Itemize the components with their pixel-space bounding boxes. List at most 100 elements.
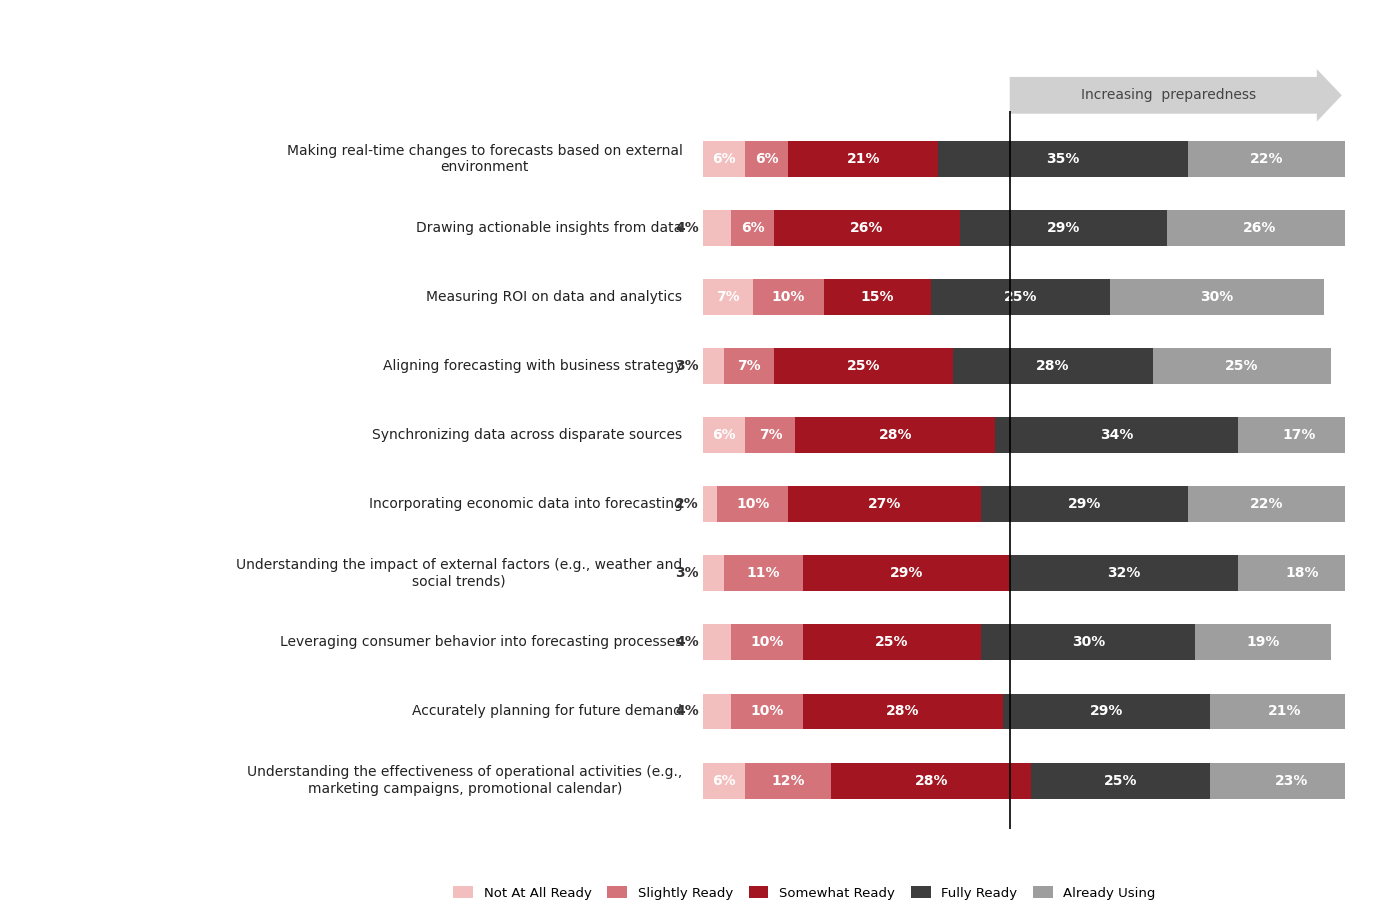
Text: 6%: 6% (741, 221, 764, 235)
Bar (703, 141, 745, 177)
Bar (703, 694, 731, 729)
Bar (745, 763, 831, 799)
Bar (703, 348, 724, 384)
Text: 32%: 32% (1107, 566, 1140, 580)
Bar (731, 210, 774, 246)
Bar (703, 210, 731, 246)
Bar (1239, 417, 1359, 453)
Text: 28%: 28% (879, 428, 913, 442)
Text: 21%: 21% (846, 152, 881, 166)
Text: Aligning forecasting with business strategy: Aligning forecasting with business strat… (383, 359, 682, 373)
Text: 6%: 6% (755, 152, 778, 166)
Text: 3%: 3% (675, 566, 699, 580)
Text: Increasing  preparedness: Increasing preparedness (1080, 88, 1257, 102)
Bar (1010, 555, 1239, 591)
Bar (1003, 694, 1209, 729)
Bar (1239, 555, 1366, 591)
Polygon shape (1010, 69, 1341, 122)
Text: 25%: 25% (1004, 290, 1037, 304)
Bar (745, 417, 796, 453)
Text: 19%: 19% (1247, 635, 1280, 649)
Text: 23%: 23% (1275, 774, 1308, 787)
Text: 11%: 11% (746, 566, 779, 580)
Bar (796, 417, 996, 453)
Text: 4%: 4% (675, 705, 699, 718)
Bar (753, 279, 824, 315)
Text: 7%: 7% (716, 290, 739, 304)
Text: 28%: 28% (914, 774, 947, 787)
Text: 29%: 29% (1068, 497, 1101, 511)
Text: 29%: 29% (1047, 221, 1080, 235)
Bar (703, 417, 745, 453)
Text: 26%: 26% (850, 221, 884, 235)
Bar (788, 486, 981, 522)
Text: 21%: 21% (1268, 705, 1301, 718)
Bar (931, 279, 1110, 315)
Bar (803, 555, 1010, 591)
Legend: Not At All Ready, Slightly Ready, Somewhat Ready, Fully Ready, Already Using: Not At All Ready, Slightly Ready, Somewh… (448, 881, 1161, 905)
Bar (1031, 763, 1209, 799)
Text: 18%: 18% (1286, 566, 1319, 580)
Bar (939, 141, 1189, 177)
Text: 22%: 22% (1250, 152, 1283, 166)
Text: Understanding the impact of external factors (e.g., weather and
social trends): Understanding the impact of external fac… (236, 558, 682, 589)
Text: 35%: 35% (1047, 152, 1080, 166)
Text: Drawing actionable insights from data: Drawing actionable insights from data (416, 221, 682, 235)
Bar (703, 763, 745, 799)
Bar (960, 210, 1166, 246)
Bar (1166, 210, 1352, 246)
Text: 4%: 4% (675, 221, 699, 235)
Bar (1189, 486, 1345, 522)
Text: 25%: 25% (1225, 359, 1258, 373)
Text: Leveraging consumer behavior into forecasting processes: Leveraging consumer behavior into foreca… (280, 635, 682, 649)
Text: 6%: 6% (713, 152, 736, 166)
Bar (703, 555, 724, 591)
Bar (774, 348, 953, 384)
Bar (703, 624, 731, 660)
Bar (774, 210, 960, 246)
Text: Understanding the effectiveness of operational activities (e.g.,
marketing campa: Understanding the effectiveness of opera… (247, 765, 682, 796)
Bar (996, 417, 1239, 453)
Text: 7%: 7% (738, 359, 761, 373)
Text: 10%: 10% (771, 290, 804, 304)
Text: Making real-time changes to forecasts based on external
environment: Making real-time changes to forecasts ba… (287, 144, 682, 174)
Text: 30%: 30% (1200, 290, 1233, 304)
Text: 10%: 10% (750, 705, 784, 718)
Bar (731, 624, 803, 660)
Text: 2%: 2% (675, 497, 699, 511)
Text: 6%: 6% (713, 428, 736, 442)
Text: Measuring ROI on data and analytics: Measuring ROI on data and analytics (426, 290, 682, 304)
Text: 26%: 26% (1243, 221, 1276, 235)
Text: 10%: 10% (736, 497, 770, 511)
Text: Synchronizing data across disparate sources: Synchronizing data across disparate sour… (372, 428, 682, 442)
Text: 12%: 12% (771, 774, 804, 787)
Bar (717, 486, 788, 522)
Text: 22%: 22% (1250, 497, 1283, 511)
Bar (803, 694, 1003, 729)
Text: 6%: 6% (713, 774, 736, 787)
Text: 29%: 29% (889, 566, 922, 580)
Text: 34%: 34% (1100, 428, 1133, 442)
Text: 25%: 25% (1104, 774, 1137, 787)
Bar (824, 279, 931, 315)
Text: 30%: 30% (1072, 635, 1105, 649)
Text: 28%: 28% (886, 705, 920, 718)
Text: Accurately planning for future demand: Accurately planning for future demand (412, 705, 682, 718)
Bar (1196, 624, 1332, 660)
Text: 25%: 25% (875, 635, 908, 649)
Bar (953, 348, 1153, 384)
Text: 27%: 27% (868, 497, 902, 511)
Bar (724, 555, 803, 591)
Text: 28%: 28% (1036, 359, 1069, 373)
Bar (803, 624, 981, 660)
Bar (703, 486, 717, 522)
Text: 10%: 10% (750, 635, 784, 649)
Text: 29%: 29% (1089, 705, 1123, 718)
Text: 3%: 3% (675, 359, 699, 373)
Bar (831, 763, 1031, 799)
Bar (731, 694, 803, 729)
Text: 7%: 7% (759, 428, 782, 442)
Text: 17%: 17% (1282, 428, 1316, 442)
Bar (1110, 279, 1325, 315)
Bar (981, 624, 1196, 660)
